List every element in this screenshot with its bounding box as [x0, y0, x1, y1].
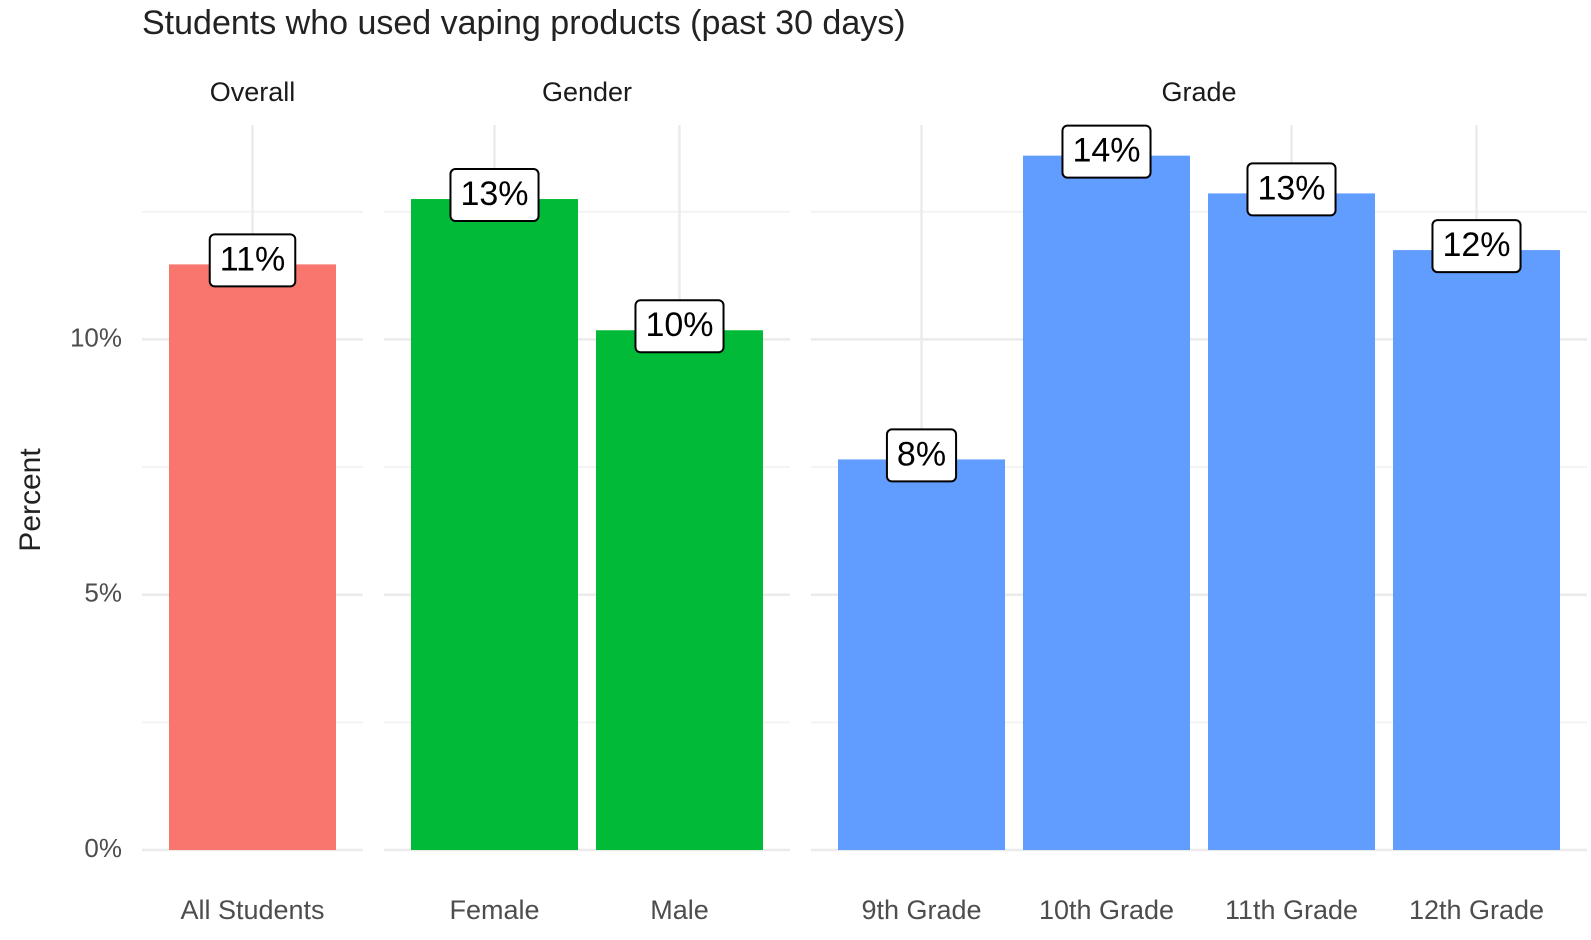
- x-tick-label: All Students: [180, 895, 324, 925]
- value-label-box: [1431, 219, 1522, 274]
- x-tick-label: Male: [650, 895, 709, 925]
- value-label-box: [208, 233, 297, 288]
- value-label-box: [1061, 124, 1152, 179]
- value-label: 14%: [1061, 124, 1152, 179]
- bar: [596, 330, 763, 851]
- value-label-box: [885, 428, 958, 483]
- value-label: 10%: [634, 299, 725, 354]
- bar: [1023, 155, 1190, 851]
- value-label-text: 8%: [897, 435, 946, 473]
- facet-label: Grade: [1161, 77, 1236, 107]
- bar: [411, 199, 578, 851]
- value-label-text: 13%: [460, 175, 528, 213]
- bar: [838, 459, 1005, 850]
- value-label-text: 12%: [1442, 226, 1510, 264]
- x-tick-label: 10th Grade: [1039, 895, 1174, 925]
- y-tick-label: 0%: [84, 833, 122, 863]
- bar: [169, 264, 336, 850]
- x-tick-label: 11th Grade: [1225, 895, 1358, 925]
- value-label: 8%: [885, 428, 958, 483]
- value-label: 13%: [449, 168, 540, 223]
- value-label-box: [1246, 162, 1337, 217]
- value-label-box: [634, 299, 725, 354]
- x-tick-label: 12th Grade: [1409, 895, 1544, 925]
- facet-label: Gender: [542, 77, 632, 107]
- y-axis-label: Percent: [14, 448, 47, 552]
- value-label-box: [449, 168, 540, 223]
- bar: [1393, 250, 1560, 851]
- facet-label: Overall: [210, 77, 296, 107]
- bar: [1208, 193, 1375, 850]
- value-label-text: 11%: [220, 240, 286, 278]
- value-label-text: 10%: [645, 306, 713, 344]
- chart-title: Students who used vaping products (past …: [142, 4, 906, 42]
- y-tick-label: 5%: [84, 578, 122, 608]
- value-label-text: 14%: [1072, 132, 1140, 170]
- value-label-text: 13%: [1257, 169, 1325, 207]
- value-label: 12%: [1431, 219, 1522, 274]
- value-label: 11%: [208, 233, 297, 288]
- y-tick-label: 10%: [70, 322, 122, 352]
- x-tick-label: Female: [449, 895, 539, 925]
- x-tick-label: 9th Grade: [861, 895, 981, 925]
- value-label: 13%: [1246, 162, 1337, 217]
